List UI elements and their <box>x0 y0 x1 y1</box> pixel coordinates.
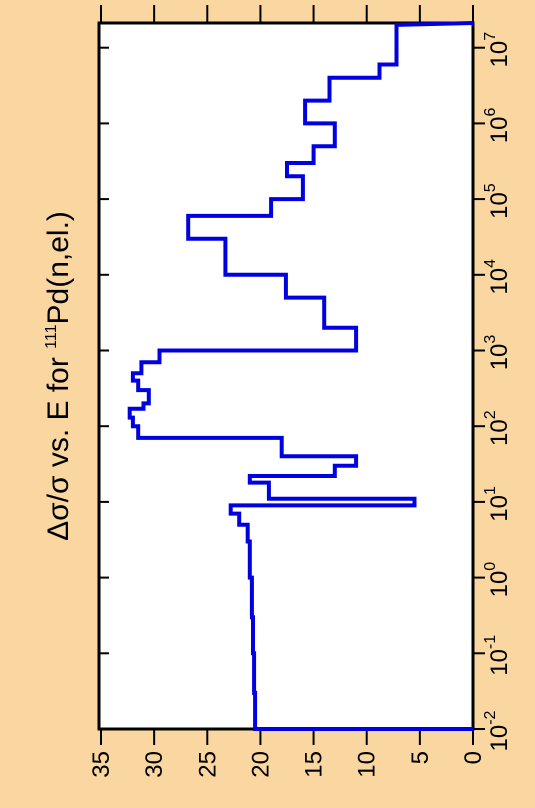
x-tick-label-5: 103 <box>482 335 513 371</box>
x-tick-base-1: 10 <box>486 649 513 676</box>
x-tick-base-0: 10 <box>486 725 513 752</box>
x-tick-exponent-3: 1 <box>482 486 499 495</box>
y-tick-label-5: 5 <box>407 751 434 764</box>
y-tick-label-15: 15 <box>301 751 328 778</box>
x-tick-base-8: 10 <box>486 117 513 144</box>
y-tick-label-35: 35 <box>88 751 115 778</box>
x-tick-label-0: 10-2 <box>482 710 513 751</box>
x-tick-label-2: 100 <box>482 562 513 598</box>
left-ticks <box>99 46 109 730</box>
x-tick-label-9: 107 <box>482 32 513 68</box>
y-tick-label-0: 0 <box>460 751 487 764</box>
x-tick-exponent-6: 4 <box>482 259 499 268</box>
y-tick-label-10: 10 <box>354 751 381 778</box>
x-tick-label-7: 105 <box>482 183 513 219</box>
x-tick-label-1: 10-1 <box>482 635 513 676</box>
y-tick-labels: 0 5 10 15 20 25 30 35 <box>88 751 487 778</box>
x-tick-label-6: 104 <box>482 259 513 295</box>
y-tick-label-20: 20 <box>247 751 274 778</box>
right-ticks <box>473 46 485 730</box>
y-tick-label-30: 30 <box>141 751 168 778</box>
x-tick-base-3: 10 <box>486 495 513 522</box>
x-tick-label-3: 101 <box>482 486 513 522</box>
x-tick-exponent-7: 5 <box>482 183 499 192</box>
x-tick-base-4: 10 <box>486 419 513 446</box>
x-tick-base-5: 10 <box>486 344 513 371</box>
x-tick-exponent-9: 7 <box>482 32 499 41</box>
x-tick-label-8: 106 <box>482 108 513 144</box>
series-line <box>127 21 474 731</box>
x-tick-exponent-2: 0 <box>482 562 499 571</box>
x-tick-base-9: 10 <box>486 41 513 68</box>
chart-title-suffix: Pd(n,el.) <box>42 211 75 324</box>
x-tick-base-6: 10 <box>486 268 513 295</box>
y-tick-label-25: 25 <box>194 751 221 778</box>
x-tick-exponent-4: 2 <box>482 410 499 419</box>
x-tick-base-2: 10 <box>486 571 513 598</box>
x-tick-label-4: 102 <box>482 410 513 446</box>
x-tick-base-7: 10 <box>486 192 513 219</box>
x-tick-exponent-0: -2 <box>482 710 499 724</box>
chart-title: Δσ/σ vs. E for 111Pd(n,el.) <box>42 211 75 541</box>
x-tick-exponent-5: 3 <box>482 335 499 344</box>
x-tick-exponent-1: -1 <box>482 635 499 649</box>
top-ticks <box>100 5 474 745</box>
chart-title-superscript: 111 <box>43 324 60 348</box>
plot-area <box>97 21 475 731</box>
chart-title-prefix: Δσ/σ vs. E for <box>42 349 75 541</box>
x-tick-exponent-8: 6 <box>482 108 499 117</box>
